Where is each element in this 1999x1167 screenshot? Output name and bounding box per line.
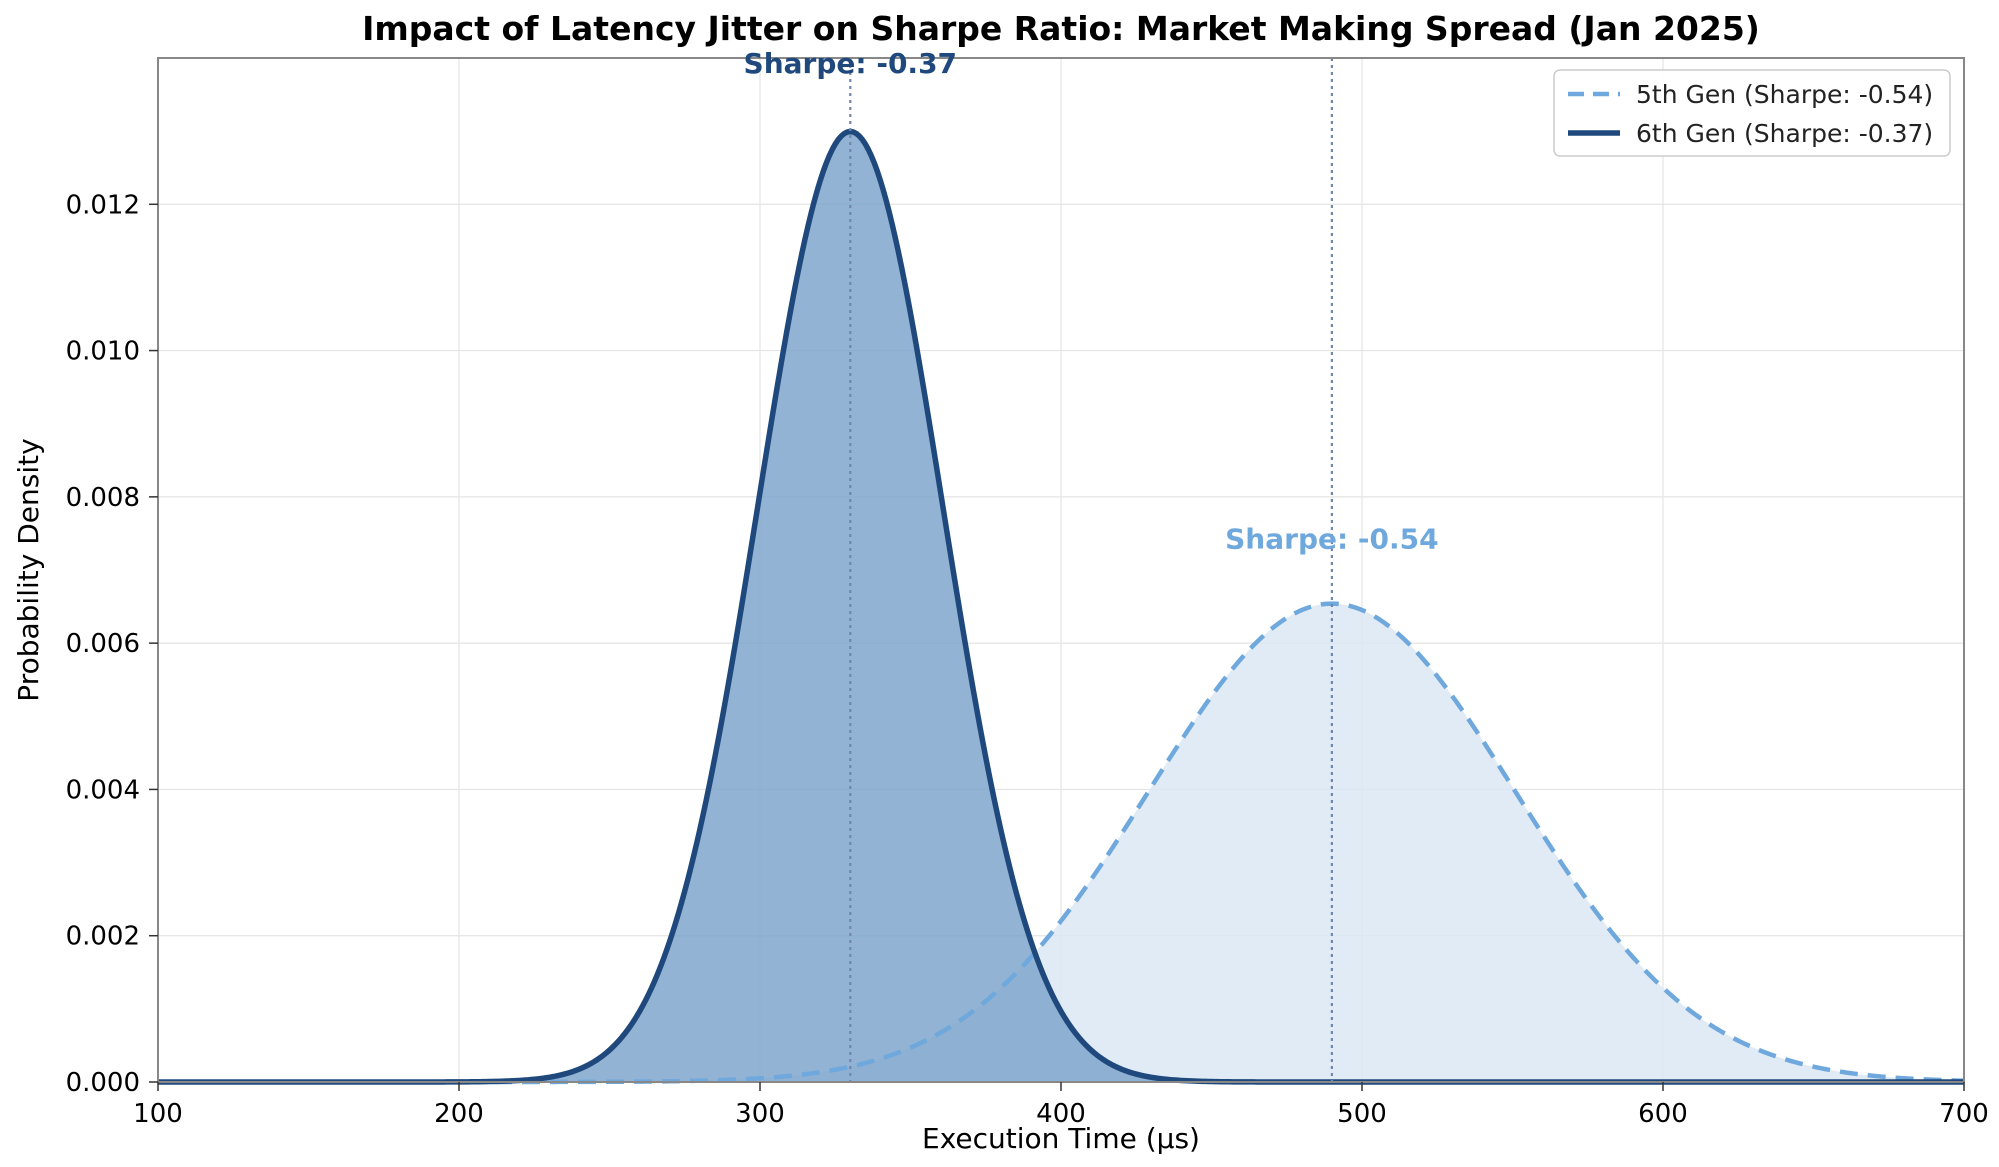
density-curve-1: [158, 601, 1965, 1085]
x-tick-label: 400: [1036, 1099, 1086, 1129]
density-area-1: [158, 603, 1964, 1082]
y-tick-label: 0.004: [66, 775, 140, 805]
x-axis-title: Execution Time (µs): [922, 1122, 1200, 1155]
y-tick-label: 0.002: [66, 922, 140, 952]
y-tick-label: 0.012: [66, 190, 140, 220]
x-tick-label: 500: [1337, 1099, 1387, 1129]
y-axis-title: Probability Density: [12, 438, 45, 701]
x-tick-label: 600: [1638, 1099, 1688, 1129]
peak-label-1: Sharpe: -0.54: [1225, 523, 1439, 556]
y-tick-label: 0.006: [66, 629, 140, 659]
legend-label-1: 5th Gen (Sharpe: -0.54): [1636, 80, 1933, 109]
legend: 5th Gen (Sharpe: -0.54) 6th Gen (Sharpe: …: [1553, 69, 1951, 157]
x-tick-label: 700: [1939, 1099, 1989, 1129]
peak-label-2: Sharpe: -0.37: [744, 47, 958, 80]
mean-line-layer: [849, 58, 1334, 1082]
x-tick-label: 100: [133, 1099, 183, 1129]
chart-title: Impact of Latency Jitter on Sharpe Ratio…: [362, 9, 1760, 48]
legend-label-2: 6th Gen (Sharpe: -0.37): [1636, 119, 1933, 148]
tick-layer: 100 200 300 400 500 600 700 0.000 0.002 0.004 0.00…: [66, 190, 1989, 1129]
grid-layer: [157, 58, 1965, 1083]
y-tick-label: 0.008: [66, 483, 140, 513]
y-tick-label: 0.010: [66, 337, 140, 367]
label-layer: Sharpe: -0.54 Sharpe: -0.37: [744, 47, 1439, 555]
y-tick-label: 0.000: [66, 1068, 140, 1098]
legend-box: [1553, 69, 1951, 157]
area-layer: [158, 131, 1964, 1082]
x-tick-label: 300: [735, 1099, 785, 1129]
x-tick-label: 200: [434, 1099, 484, 1129]
